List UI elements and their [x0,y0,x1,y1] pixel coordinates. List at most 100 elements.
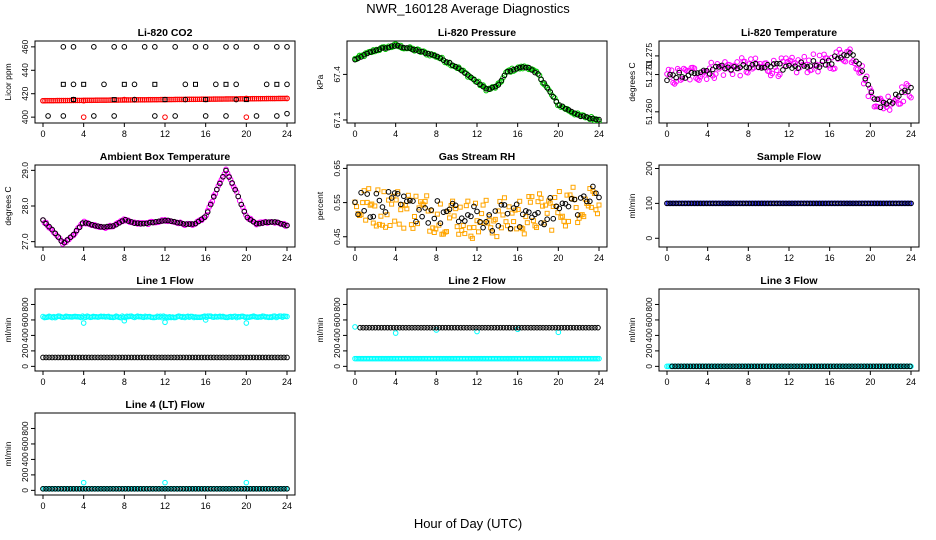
data-point [397,201,404,208]
data-point [758,65,765,71]
data-point [259,486,266,492]
data-point [394,42,401,49]
data-point [85,354,92,361]
data-point [843,363,849,370]
data-point [190,96,197,103]
data-point [789,200,795,207]
data-point [125,486,132,492]
data-point [810,200,817,207]
x-tick-label: 4 [81,501,86,511]
data-point [589,324,595,331]
data-point [840,363,846,370]
y-tick-label: 51.275 [644,43,654,69]
data-point [535,209,541,216]
data-point [137,97,144,103]
panel-1: Li-820 CO2 Licor ppm 0 4 8 12 16 20 24 400 420 440 4… [3,27,296,139]
data-point [447,215,453,221]
data-point [540,203,546,209]
x-tick-label: 0 [352,377,357,387]
data-point [873,363,880,370]
data-point [665,66,672,73]
data-point [146,354,153,361]
y-axis-label: Licor ppm [3,63,13,100]
data-point [396,221,402,227]
data-point [50,97,56,104]
data-point [434,53,441,60]
data-point [703,200,710,207]
data-point [807,200,814,207]
y-tick-label: 67.1 [332,111,342,128]
data-point [390,324,397,331]
data-point [708,363,715,370]
data-point [864,363,871,370]
data-point [580,113,587,119]
data-point [534,324,540,331]
data-point [495,208,501,214]
data-point [541,80,547,86]
data-point [868,200,875,207]
data-point [46,354,52,361]
data-point [676,200,683,207]
panel-title: Sample Flow [757,151,822,163]
panel-title: Line 3 Flow [760,275,818,287]
data-point [361,207,367,214]
x-tick-label: 8 [434,377,439,387]
data-point [485,324,491,331]
data-point [498,77,505,84]
data-point [577,113,584,120]
data-point [358,189,364,196]
data-point [819,200,826,207]
data-point [82,220,89,226]
data-point [272,95,278,102]
y-tick-label: 200 [644,161,654,175]
data-point [263,95,270,102]
data-point [172,44,178,50]
data-point [116,354,123,361]
data-point [471,203,477,210]
data-point [46,223,52,230]
data-point [375,324,382,331]
data-point [688,200,695,207]
data-point [195,486,202,492]
data-point [79,220,86,226]
data-point [474,208,480,215]
data-point [284,313,290,320]
data-point [482,220,488,226]
y-tick-label: 600 [332,313,342,327]
data-point [471,224,477,230]
data-point [682,75,689,81]
x-tick-label: 4 [393,377,398,387]
x-tick-label: 0 [352,253,357,263]
data-point [731,63,737,70]
data-point [696,77,702,83]
data-point [388,195,395,201]
data-point [751,363,758,370]
data-point [372,324,379,331]
data-point [207,354,214,361]
data-point [908,84,914,91]
data-point [410,225,416,231]
data-point [477,219,483,225]
data-point [880,200,887,207]
data-point [184,96,191,103]
data-point [836,46,843,53]
data-point [739,363,746,370]
data-point [517,198,523,204]
data-point [89,354,95,361]
data-point [576,324,583,331]
data-point [226,354,232,361]
y-tick-label: 29.0 [20,162,30,179]
data-point [588,204,594,210]
data-point [40,486,46,492]
data-point [369,324,376,331]
data-point [107,354,113,361]
data-point [562,200,569,207]
data-point [552,195,558,201]
data-point [107,223,113,230]
data-point [803,363,810,370]
data-point [734,65,740,72]
y-tick-label: 400 [20,452,30,466]
data-point [233,44,239,50]
data-point [667,200,673,207]
data-point [134,220,141,227]
